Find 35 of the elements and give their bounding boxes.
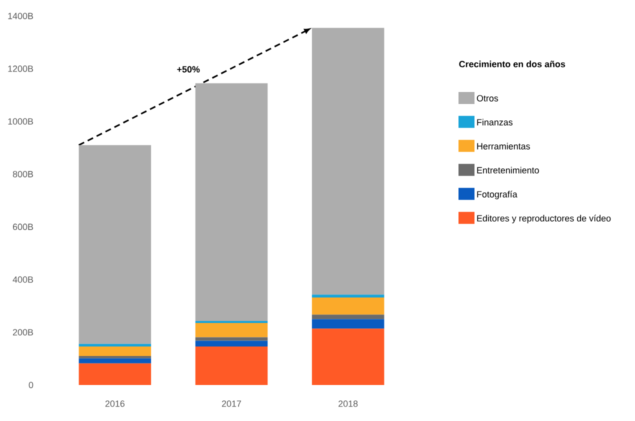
y-tick-label: 1000B [8, 118, 34, 125]
bar [78, 363, 152, 385]
x-tick-label: 2016 [105, 400, 125, 407]
y-tick-label: 1400B [8, 12, 34, 20]
bar [312, 319, 384, 329]
legend-label: Herramientas [477, 142, 530, 150]
legend-label: Otros [476, 95, 498, 102]
bar [78, 358, 152, 364]
legend-label: Finanzas [477, 118, 513, 126]
legend-label: Entretenimiento [477, 166, 539, 174]
y-tick-label: 1200B [8, 66, 34, 72]
legend-label: Editores y reproductores de vídeo [477, 214, 611, 224]
annotation: +50% [177, 66, 200, 73]
bar [78, 145, 152, 344]
x-tick-label: 2018 [338, 400, 358, 407]
bar [78, 346, 152, 356]
bar [195, 323, 268, 338]
bar [195, 340, 268, 347]
y-tick-label: 400B [12, 276, 34, 283]
bar [312, 294, 384, 298]
bar [195, 83, 268, 321]
bar [312, 314, 384, 320]
x-tick-label: 2017 [222, 400, 242, 407]
bar [195, 346, 268, 385]
bar [312, 328, 384, 385]
legend-label: Fotografía [477, 190, 518, 200]
bar [195, 320, 268, 324]
y-tick-label: 800B [12, 170, 34, 178]
y-tick-label: 0 [28, 382, 34, 388]
y-tick-label: 200B [12, 329, 34, 336]
bar [312, 28, 384, 295]
bar [78, 344, 152, 347]
legend-title: Crecimiento en dos años [459, 60, 566, 68]
bar [312, 297, 384, 315]
y-tick-label: 600B [12, 224, 34, 230]
